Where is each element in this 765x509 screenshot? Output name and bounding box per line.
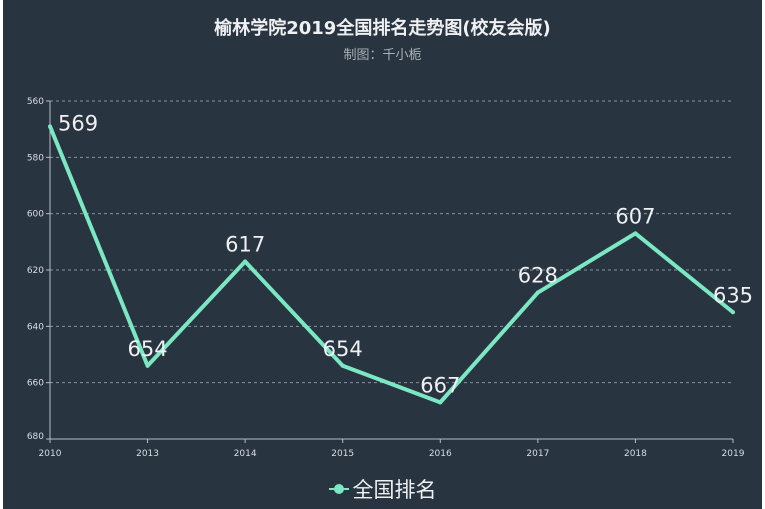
data-point xyxy=(340,363,345,368)
y-tick-label: 660 xyxy=(27,379,44,389)
data-label: 628 xyxy=(518,264,558,288)
data-label: 667 xyxy=(420,373,460,397)
data-point xyxy=(438,400,443,405)
data-point xyxy=(48,124,52,129)
x-tick-label: 2010 xyxy=(39,449,62,459)
y-tick-label: 680 xyxy=(27,432,44,442)
series-line xyxy=(48,125,735,405)
chart-background xyxy=(3,0,762,509)
data-label: 654 xyxy=(128,337,168,361)
x-tick-label: 2013 xyxy=(136,449,159,459)
x-tick-label: 2015 xyxy=(331,449,354,459)
x-tick-label: 2018 xyxy=(624,449,647,459)
y-tick-label: 560 xyxy=(27,97,44,107)
y-tick-label: 620 xyxy=(27,266,44,276)
data-point xyxy=(535,290,540,295)
data-label: 635 xyxy=(713,283,753,307)
y-tick-label: 600 xyxy=(27,210,44,220)
data-point xyxy=(145,363,150,368)
y-tick-label: 580 xyxy=(27,153,44,163)
chart-title: 榆林学院2019全国排名走势图(校友会版) xyxy=(214,18,551,39)
data-label: 569 xyxy=(58,111,98,135)
x-tick-label: 2014 xyxy=(234,449,257,459)
data-label: 617 xyxy=(225,233,265,257)
data-point xyxy=(633,231,638,236)
legend[interactable]: 全国排名 xyxy=(0,474,765,504)
x-tick-label: 2017 xyxy=(526,449,549,459)
data-label: 607 xyxy=(615,204,655,228)
legend-marker-icon xyxy=(328,483,349,495)
data-point xyxy=(731,310,735,315)
x-tick-label: 2016 xyxy=(429,449,452,459)
x-tick-label: 2019 xyxy=(722,449,745,459)
chart-subtitle: 制图：千小栀 xyxy=(343,48,422,63)
data-point xyxy=(243,259,248,264)
data-label: 654 xyxy=(323,337,363,361)
y-tick-label: 640 xyxy=(27,322,44,332)
legend-label: 全国排名 xyxy=(352,478,437,502)
